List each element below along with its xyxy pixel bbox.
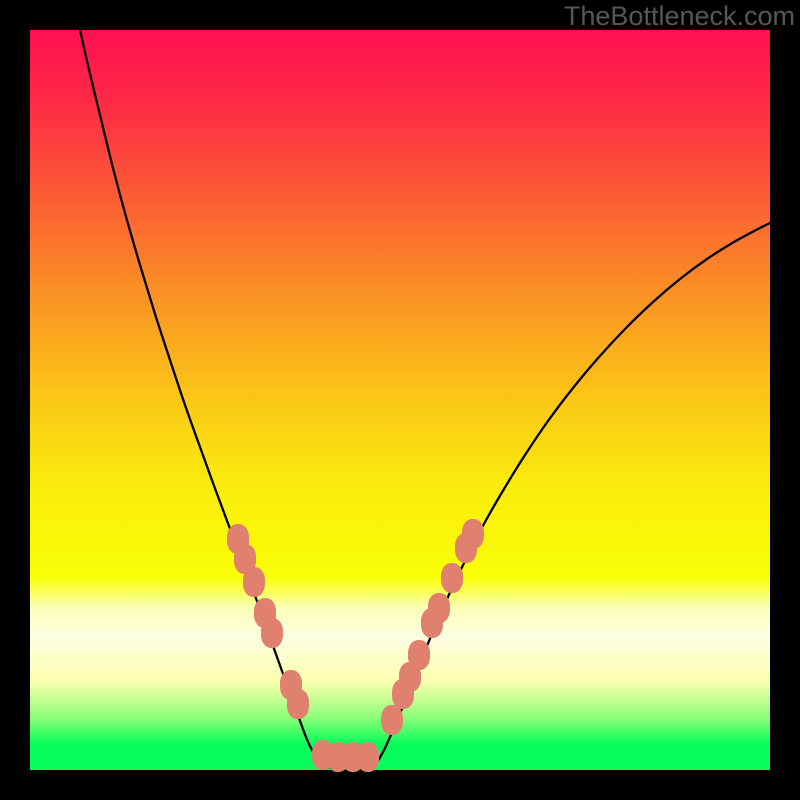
scatter-marker [441,563,463,593]
scatter-marker [357,742,379,772]
scatter-marker [428,593,450,623]
gradient-background [30,30,770,770]
plot-area [30,30,770,770]
scatter-marker [287,689,309,719]
scatter-marker [408,640,430,670]
scatter-marker [462,519,484,549]
watermark-text: TheBottleneck.com [564,1,795,32]
chart-svg [30,30,770,770]
scatter-marker [261,618,283,648]
chart-stage: TheBottleneck.com [0,0,800,800]
scatter-marker [243,567,265,597]
scatter-marker [381,705,403,735]
